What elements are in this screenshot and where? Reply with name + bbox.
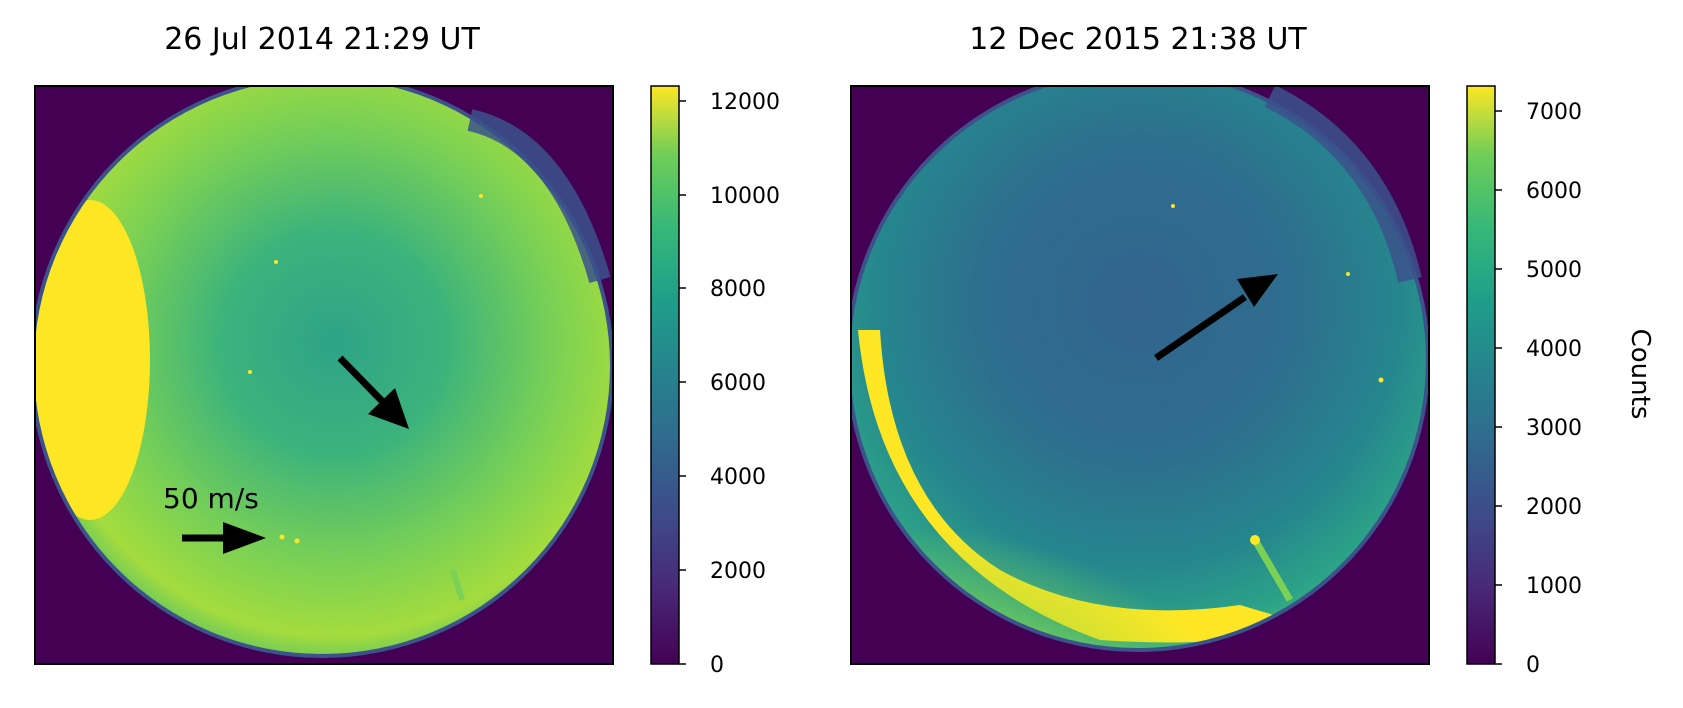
colorbar-2-tick-3000: 3000 — [1526, 416, 1582, 441]
colorbar-2 — [1466, 85, 1496, 665]
wind-arrow-2 — [1154, 274, 1278, 361]
colorbar-2-tick-6000: 6000 — [1526, 179, 1582, 204]
panel-1-image — [35, 86, 613, 664]
panel-2-image — [851, 86, 1429, 664]
panel-1-frame — [34, 85, 614, 665]
colorbar-1-tick-12000: 12000 — [710, 90, 780, 115]
colorbar-2-tick-2000: 2000 — [1526, 495, 1582, 520]
colorbar-2-tick-1000: 1000 — [1526, 574, 1582, 599]
scale-label: 50 m/s — [163, 482, 259, 515]
colorbar-1-tick-6000: 6000 — [710, 371, 766, 396]
colorbar-1-tick-0: 0 — [710, 653, 724, 678]
panel-2-title: 12 Dec 2015 21:38 UT — [969, 22, 1307, 57]
colorbar-2-tick-0: 0 — [1526, 653, 1540, 678]
colorbar-1-ticks: 0 2000 4000 6000 8000 10000 12000 — [679, 90, 780, 678]
colorbar-1 — [650, 85, 680, 665]
scale-arrow — [182, 522, 266, 554]
colorbar-2-tick-5000: 5000 — [1526, 258, 1582, 283]
colorbar-label: Counts — [1625, 329, 1655, 420]
colorbar-1-tick-10000: 10000 — [710, 184, 780, 209]
wind-arrow-1 — [337, 355, 409, 429]
colorbar-2-ticks: 0 1000 2000 3000 4000 5000 6000 7000 — [1495, 100, 1582, 678]
colorbar-1-tick-2000: 2000 — [710, 559, 766, 584]
colorbar-2-tick-4000: 4000 — [1526, 337, 1582, 362]
panel-2-frame — [850, 85, 1430, 665]
colorbar-1-tick-8000: 8000 — [710, 277, 766, 302]
colorbar-1-tick-4000: 4000 — [710, 465, 766, 490]
panel-1-title: 26 Jul 2014 21:29 UT — [164, 22, 480, 57]
colorbar-2-tick-7000: 7000 — [1526, 100, 1582, 125]
